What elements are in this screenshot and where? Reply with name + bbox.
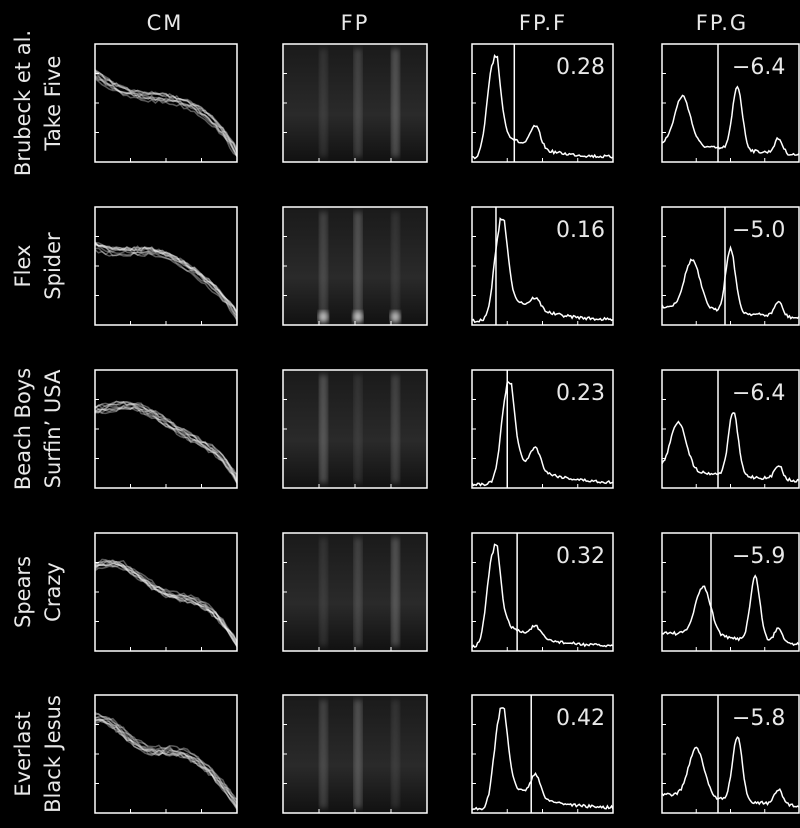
column-header: FP.G: [696, 11, 748, 35]
fpg-value: −5.0: [732, 218, 785, 243]
fpg-value: −5.8: [732, 706, 785, 731]
fp-stripe: [391, 212, 399, 320]
fpf-value: 0.42: [556, 706, 605, 731]
fp-stripe: [391, 49, 399, 157]
fp-stripe: [319, 212, 327, 320]
fpg-value: −5.9: [732, 544, 785, 569]
column-header: CM: [147, 11, 184, 35]
fpf-value: 0.28: [556, 55, 605, 80]
fp-stripe: [319, 538, 327, 646]
fp-stripe: [354, 700, 362, 808]
fp-spot: [353, 311, 363, 323]
fpf-value: 0.32: [556, 544, 605, 569]
row-label: Crazy: [41, 562, 65, 622]
fpf-value: 0.16: [556, 218, 605, 243]
row-label: Spider: [41, 232, 65, 300]
fp-stripe: [354, 49, 362, 157]
row-label: Everlast: [11, 711, 35, 796]
panel: [283, 207, 427, 325]
panel: [283, 370, 427, 488]
row-label: Flex: [11, 245, 35, 288]
panel: [283, 44, 427, 162]
fp-stripe: [354, 212, 362, 320]
fp-stripe: [391, 375, 399, 483]
row-label: Brubeck et al.: [11, 30, 35, 176]
fpf-value: 0.23: [556, 381, 605, 406]
fp-stripe: [319, 49, 327, 157]
fp-stripe: [391, 700, 399, 808]
panel: [283, 695, 427, 813]
column-header: FP: [341, 11, 370, 35]
row-label: Beach Boys: [11, 368, 35, 490]
fp-stripe: [354, 538, 362, 646]
fp-spot: [318, 311, 328, 323]
fp-stripe: [319, 375, 327, 483]
panel: [283, 533, 427, 651]
row-label: Surfin’ USA: [41, 369, 65, 488]
fpg-value: −6.4: [732, 55, 785, 80]
fp-stripe: [354, 375, 362, 483]
fp-stripe: [319, 700, 327, 808]
row-label: Black Jesus: [41, 695, 65, 813]
column-header: FP.F: [519, 11, 567, 35]
fpg-value: −6.4: [732, 381, 785, 406]
figure: CM FP FP.F FP.G Brubeck et al.Take Five 0.28 −…: [0, 0, 800, 828]
fp-stripe: [391, 538, 399, 646]
row-label: Spears: [11, 556, 35, 628]
fp-spot: [390, 311, 400, 323]
row-label: Take Five: [41, 56, 65, 152]
